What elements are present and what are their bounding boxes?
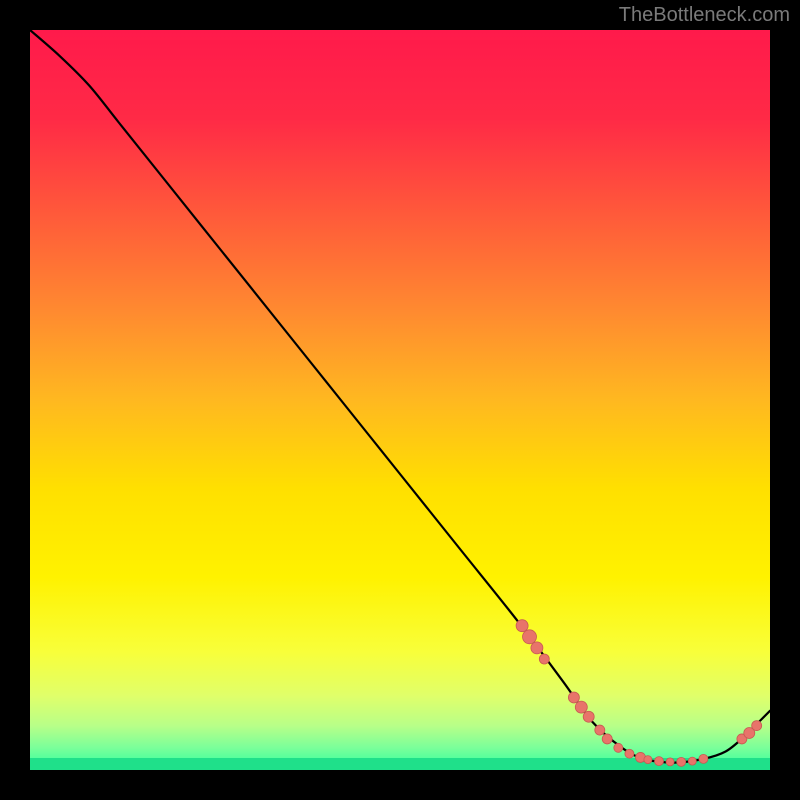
data-marker	[539, 654, 549, 664]
data-marker	[644, 756, 652, 764]
data-marker	[699, 754, 708, 763]
data-marker	[523, 630, 537, 644]
data-marker	[677, 757, 686, 766]
data-markers	[516, 620, 762, 767]
data-marker	[583, 711, 594, 722]
data-marker	[752, 721, 762, 731]
chart-svg	[30, 30, 770, 770]
data-marker	[516, 620, 528, 632]
data-marker	[602, 734, 612, 744]
data-marker	[614, 743, 623, 752]
data-marker	[568, 692, 579, 703]
watermark-text: TheBottleneck.com	[619, 4, 790, 27]
data-marker	[531, 642, 543, 654]
data-marker	[575, 701, 587, 713]
data-marker	[595, 725, 605, 735]
plot-area	[30, 30, 770, 770]
bottleneck-curve	[30, 30, 770, 763]
data-marker	[625, 749, 634, 758]
data-marker	[655, 757, 664, 766]
data-marker	[666, 758, 674, 766]
data-marker	[688, 757, 696, 765]
